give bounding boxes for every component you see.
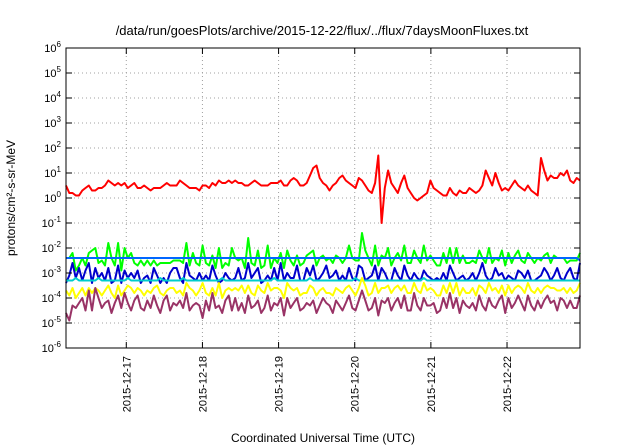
y-axis-label: protons/cm²-s-sr-MeV — [4, 140, 18, 256]
series-line-3 — [66, 257, 581, 262]
y-tick-label: 105 — [44, 65, 61, 80]
y-tick-label: 102 — [44, 140, 61, 155]
y-axis-label-text: protons/cm²-s-sr-MeV — [4, 140, 18, 256]
y-tick-label: 106 — [44, 40, 61, 55]
y-tick-label: 10-3 — [42, 265, 62, 280]
y-tick-label: 100 — [44, 190, 61, 205]
series-line-5 — [65, 277, 581, 299]
series-line-1 — [66, 232, 581, 272]
y-tick-label: 103 — [44, 115, 61, 130]
y-tick-label: 10-4 — [42, 290, 62, 305]
axes: 10-6 10-5 10-4 10-3 10-2 10-1 100 101 102 103 104 1… — [42, 40, 580, 412]
series-line-2 — [65, 262, 581, 284]
y-tick-label: 101 — [44, 165, 61, 180]
y-tick-label: 10-2 — [42, 240, 62, 255]
x-tick-label: 2015-12-19 — [274, 356, 286, 412]
x-tick-label: 2015-12-18 — [197, 356, 209, 412]
y-tick-label: 10-5 — [42, 315, 62, 330]
x-tick-label: 2015-12-22 — [502, 356, 514, 412]
series-line-6 — [65, 287, 581, 322]
x-tick-label: 2015-12-17 — [121, 356, 133, 412]
chart-title: /data/run/goesPlots/archive/2015-12-22/f… — [116, 23, 529, 38]
x-axis-label: Coordinated Universal Time (UTC) — [231, 431, 415, 445]
series-line-4 — [66, 277, 580, 282]
grid-lines — [66, 48, 580, 348]
series-line-0 — [65, 154, 581, 224]
y-tick-label: 10-6 — [42, 340, 62, 355]
plot-frame — [65, 47, 581, 349]
x-tick-label: 2015-12-21 — [426, 356, 438, 412]
x-tick-label: 2015-12-20 — [350, 356, 362, 412]
y-tick-label: 10-1 — [42, 215, 62, 230]
series-lines — [65, 154, 581, 322]
y-tick-label: 104 — [44, 90, 61, 105]
